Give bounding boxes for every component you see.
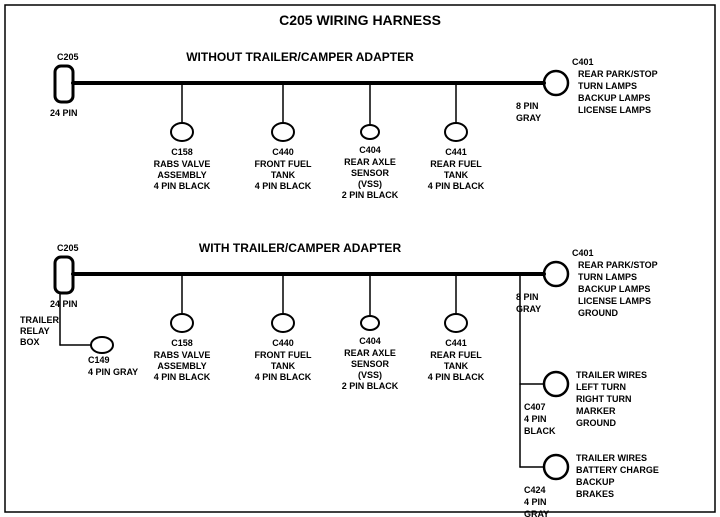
branch0-pin: 4 PIN	[524, 414, 547, 424]
sec1-drop1-l2: 4 PIN BLACK	[255, 181, 312, 191]
sec2-drop0-id: C158	[171, 338, 193, 348]
sec1-drop3-l1: TANK	[444, 170, 469, 180]
branch1-note-2: BACKUP	[576, 477, 615, 487]
relay-box-0: TRAILER	[20, 315, 59, 325]
sec1-right-pin: 8 PIN	[516, 101, 539, 111]
relay-id: C149	[88, 355, 110, 365]
sec1-right-id: C401	[572, 57, 594, 67]
sec1-drop0-l1: ASSEMBLY	[157, 170, 206, 180]
sec2-drop1-l0: FRONT FUEL	[255, 350, 312, 360]
sec1-drop0-l2: 4 PIN BLACK	[154, 181, 211, 191]
branch0-note-0: TRAILER WIRES	[576, 370, 647, 380]
sec1-right-note-3: LICENSE LAMPS	[578, 105, 651, 115]
branch1-id: C424	[524, 485, 546, 495]
sec1-drop3-l0: REAR FUEL	[430, 159, 482, 169]
sec1-drop1-l1: TANK	[271, 170, 296, 180]
branch1-note-0: TRAILER WIRES	[576, 453, 647, 463]
sec2-drop1-id: C440	[272, 338, 294, 348]
sec2-drop2-l3: 2 PIN BLACK	[342, 381, 399, 391]
branch0-id: C407	[524, 402, 546, 412]
sec2-drop2-l1: SENSOR	[351, 359, 390, 369]
relay-pin: 4 PIN GRAY	[88, 367, 138, 377]
branch1-note-3: BRAKES	[576, 489, 614, 499]
sec2-left-pin: 24 PIN	[50, 299, 78, 309]
sec1-drop1-id: C440	[272, 147, 294, 157]
relay-box-1: RELAY	[20, 326, 50, 336]
sec2-right-note-3: LICENSE LAMPS	[578, 296, 651, 306]
sec1-right-pin2: GRAY	[516, 113, 541, 123]
branch0-note-3: MARKER	[576, 406, 616, 416]
branch0-note-2: RIGHT TURN	[576, 394, 632, 404]
sec1-drop2-l2: (VSS)	[358, 179, 382, 189]
sec2-right-id: C401	[572, 248, 594, 258]
sec2-drop0-l0: RABS VALVE	[154, 350, 211, 360]
sec2-drop2-id: C404	[359, 336, 381, 346]
sec1-drop0-l0: RABS VALVE	[154, 159, 211, 169]
sec2-right-note-4: GROUND	[578, 308, 618, 318]
sec2-right-note-1: TURN LAMPS	[578, 272, 637, 282]
sec2-right-note-2: BACKUP LAMPS	[578, 284, 650, 294]
sec2-drop3-id: C441	[445, 338, 467, 348]
sec2-drop0-l1: ASSEMBLY	[157, 361, 206, 371]
sec1-drop2-id: C404	[359, 145, 381, 155]
sec2-drop1-l1: TANK	[271, 361, 296, 371]
sec1-left-pin: 24 PIN	[50, 108, 78, 118]
sec1-right-note-1: TURN LAMPS	[578, 81, 637, 91]
sec2-drop2-l0: REAR AXLE	[344, 348, 396, 358]
sec2-right-note-0: REAR PARK/STOP	[578, 260, 658, 270]
sec2-left-id: C205	[57, 243, 79, 253]
sec1-drop2-l0: REAR AXLE	[344, 157, 396, 167]
branch0-note-1: LEFT TURN	[576, 382, 626, 392]
branch1-pin2: GRAY	[524, 509, 549, 517]
branch0-note-4: GROUND	[576, 418, 616, 428]
sec1-left-id: C205	[57, 52, 79, 62]
branch1-pin: 4 PIN	[524, 497, 547, 507]
relay-box-2: BOX	[20, 337, 40, 347]
wiring-diagram: C205 WIRING HARNESS WITHOUT TRAILER/CAMPE…	[0, 0, 720, 517]
branch0-pin2: BLACK	[524, 426, 556, 436]
sec1-drop3-id: C441	[445, 147, 467, 157]
sec1-drop0-id: C158	[171, 147, 193, 157]
sec2-drop3-l1: TANK	[444, 361, 469, 371]
sec2-drop1-l2: 4 PIN BLACK	[255, 372, 312, 382]
branch1-note-1: BATTERY CHARGE	[576, 465, 659, 475]
main-title: C205 WIRING HARNESS	[279, 12, 441, 28]
sec1-drop2-l3: 2 PIN BLACK	[342, 190, 399, 200]
sec2-drop3-l0: REAR FUEL	[430, 350, 482, 360]
sec1-drop1-l0: FRONT FUEL	[255, 159, 312, 169]
sec1-drop2-l1: SENSOR	[351, 168, 390, 178]
sec1-subtitle: WITHOUT TRAILER/CAMPER ADAPTER	[186, 50, 414, 64]
sec1-drop3-l2: 4 PIN BLACK	[428, 181, 485, 191]
sec1-right-note-2: BACKUP LAMPS	[578, 93, 650, 103]
sec2-drop3-l2: 4 PIN BLACK	[428, 372, 485, 382]
sec2-subtitle: WITH TRAILER/CAMPER ADAPTER	[199, 241, 402, 255]
sec2-drop0-l2: 4 PIN BLACK	[154, 372, 211, 382]
sec2-drop2-l2: (VSS)	[358, 370, 382, 380]
sec1-right-note-0: REAR PARK/STOP	[578, 69, 658, 79]
